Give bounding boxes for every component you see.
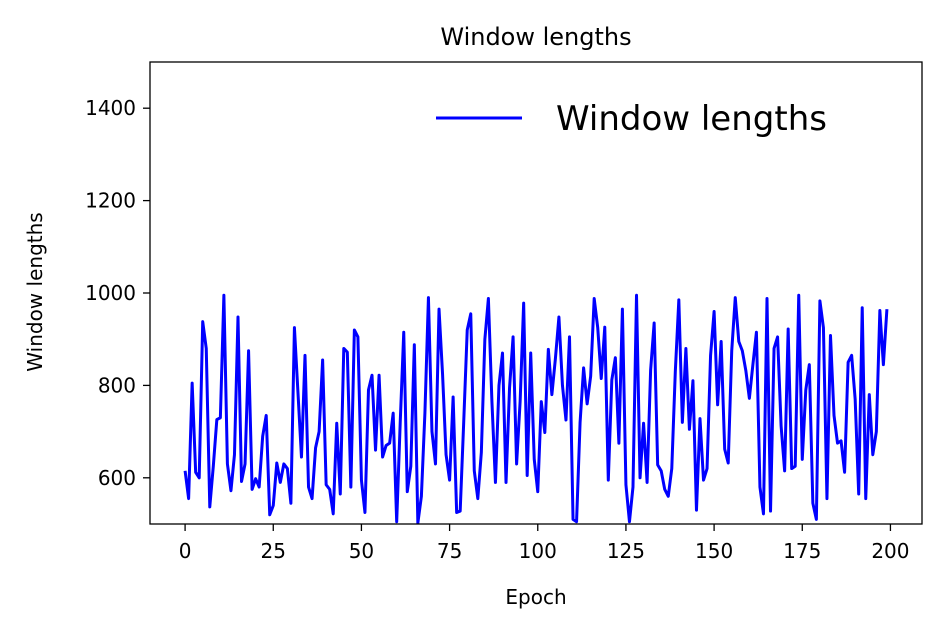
x-tick-label: 75 <box>437 539 462 563</box>
legend-box <box>418 84 908 156</box>
series-line-window-lengths <box>183 293 889 524</box>
x-tick-label: 50 <box>349 539 374 563</box>
legend: Window lengths <box>418 84 908 156</box>
y-tick-label: 800 <box>98 373 136 397</box>
x-axis-ticks: 0 25 50 75 100 125 150 175 200 <box>179 524 910 563</box>
x-tick-label: 25 <box>261 539 286 563</box>
y-axis-ticks: 600 800 1000 1200 1400 <box>85 96 150 490</box>
x-tick-label: 100 <box>519 539 557 563</box>
x-axis-label: Epoch <box>505 585 566 609</box>
plot-area <box>183 293 889 524</box>
y-axis-label: Window lengths <box>23 212 47 371</box>
y-tick-label: 1000 <box>85 281 136 305</box>
y-tick-label: 1400 <box>85 96 136 120</box>
legend-label-window-lengths: Window lengths <box>556 99 827 139</box>
x-tick-label: 175 <box>783 539 821 563</box>
chart-title: Window lengths <box>440 23 631 51</box>
x-tick-label: 0 <box>179 539 192 563</box>
y-tick-label: 600 <box>98 466 136 490</box>
plot-frame <box>149 61 923 525</box>
x-tick-label: 125 <box>607 539 645 563</box>
x-tick-label: 200 <box>871 539 909 563</box>
y-tick-label: 1200 <box>85 189 136 213</box>
x-tick-label: 150 <box>695 539 733 563</box>
